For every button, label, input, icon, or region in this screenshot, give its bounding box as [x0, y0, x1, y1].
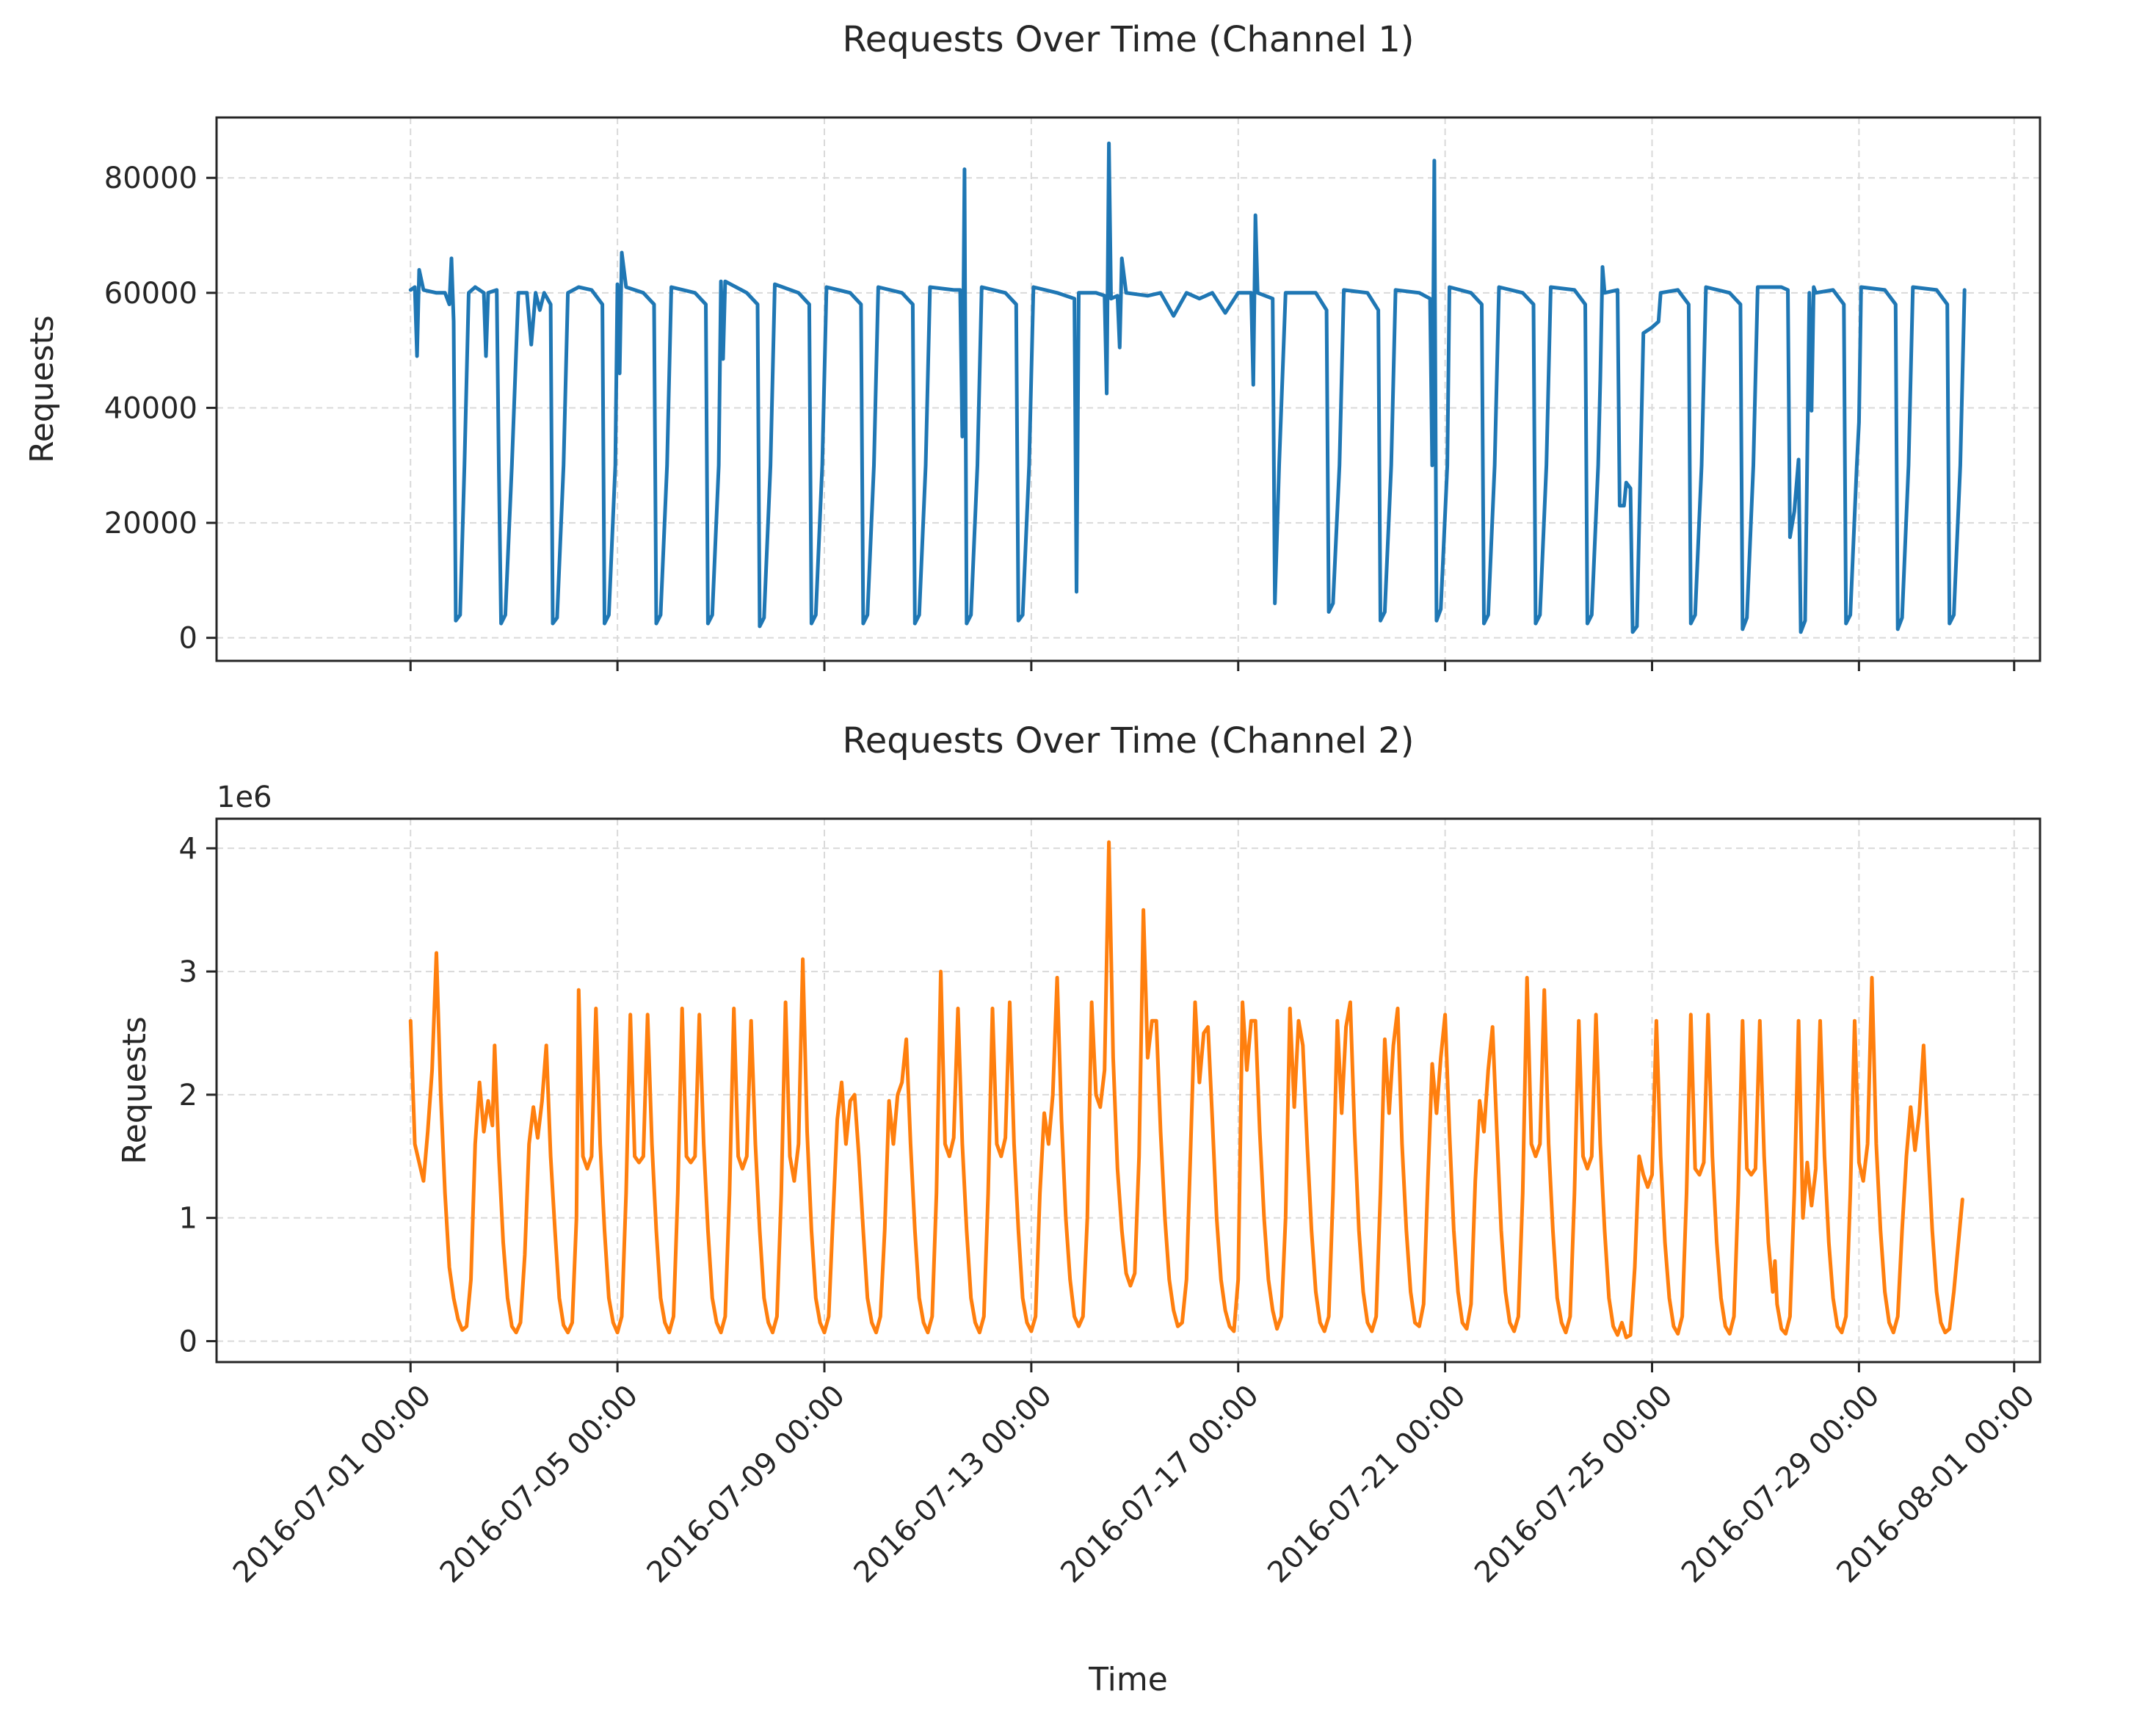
y-tick-label: 0: [179, 1325, 197, 1358]
series-line: [408, 840, 1964, 1339]
x-axis-label: Time: [1088, 1661, 1168, 1698]
y-tick-label: 20000: [104, 507, 197, 540]
y-tick-label: 4: [179, 832, 197, 866]
y-tick-label: 0: [179, 622, 197, 656]
y-axis-label: Requests: [23, 315, 61, 463]
chart-title: Requests Over Time (Channel 1): [843, 19, 1415, 60]
axes-frame: [215, 116, 2041, 662]
y-axis-label: Requests: [116, 1016, 153, 1165]
y-tick-label: 40000: [104, 391, 197, 425]
grid-lines: [217, 117, 2040, 661]
y-tick-label: 2: [179, 1079, 197, 1112]
y-tick-label: 60000: [104, 277, 197, 311]
y-tick-label: 3: [179, 955, 197, 989]
channel-1-panel: 0 20000 40000 60000 80000 Requests Over Time …: [23, 19, 2041, 671]
axes-frame: [215, 817, 2041, 1364]
y-tick-label: 1: [179, 1202, 197, 1236]
series-line: [408, 141, 1967, 634]
chart-title: Requests Over Time (Channel 2): [843, 720, 1415, 761]
y-tick-label: 80000: [104, 162, 197, 195]
y-offset-label: 1e6: [217, 781, 272, 814]
